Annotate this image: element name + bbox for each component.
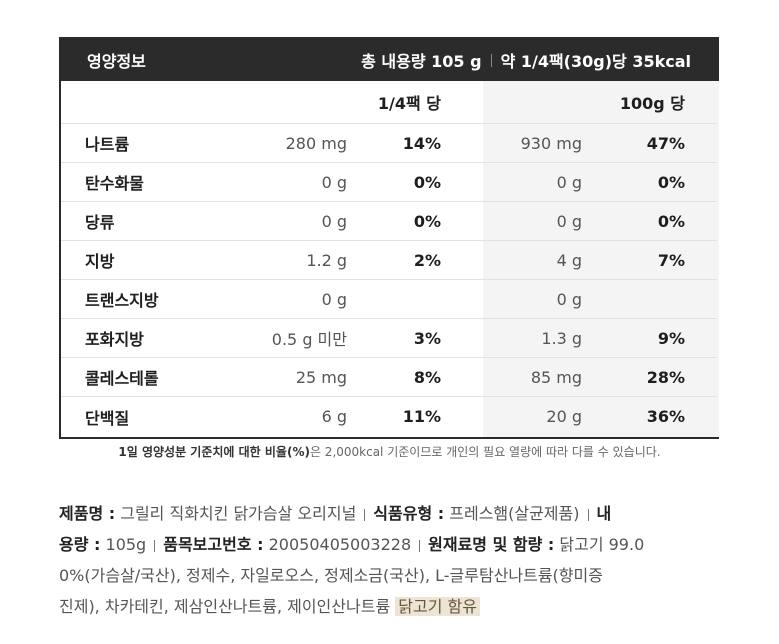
- ingredients-line-1: 닭고기 99.0: [559, 535, 645, 554]
- per100g-amount: 85 mg: [530, 367, 582, 387]
- separator: [154, 539, 156, 552]
- serving-amount: 280 mg: [285, 133, 347, 153]
- header-divider: [490, 53, 492, 67]
- ingredients-line-2: 0%(가슴살/국산), 정제수, 자일로오스, 정제소금(국산), L-글루탐산…: [59, 566, 603, 585]
- panel-header: 영양정보 총 내용량 105 g 약 1/4팩(30g)당 35kcal: [61, 39, 717, 81]
- per100g-amount: 0 g: [556, 211, 582, 231]
- per100g-percent: 47%: [646, 133, 685, 153]
- volume-label-a: 내: [596, 504, 612, 523]
- per100g-amount: 4 g: [556, 250, 582, 270]
- serving-percent: 8%: [413, 367, 441, 387]
- column-per-serving: 1/4팩 당: [377, 94, 441, 113]
- report-number-label: 품목보고번호 :: [163, 535, 264, 554]
- product-name-value: 그릴리 직화치킨 닭가슴살 오리지널: [120, 504, 357, 523]
- volume-label-b: 용량 :: [59, 535, 101, 554]
- serving-percent: 11%: [402, 407, 441, 426]
- ingredients-label: 원재료명 및 함량 :: [428, 535, 555, 554]
- table-row: 지방 1.2 g 2% 4 g 7%: [61, 241, 717, 280]
- per100g-amount: 1.3 g: [541, 328, 582, 348]
- product-name-label: 제품명 :: [59, 504, 116, 523]
- separator: [419, 539, 421, 552]
- nutrient-name: 트랜스지방: [85, 291, 159, 310]
- table-row: 당류 0 g 0% 0 g 0%: [61, 202, 717, 241]
- serving-percent: 14%: [402, 133, 441, 153]
- serving-amount: 0 g: [321, 211, 347, 231]
- per100g-percent: 0%: [657, 211, 685, 231]
- total-amount: 총 내용량 105 g: [361, 52, 482, 71]
- serving-percent: 0%: [413, 172, 441, 192]
- food-type-value: 프레스햄(살균제품): [449, 504, 580, 523]
- food-type-label: 식품유형 :: [373, 504, 445, 523]
- per100g-percent: 7%: [657, 250, 685, 270]
- serving-calories: 약 1/4팩(30g)당 35kcal: [500, 52, 691, 71]
- product-info: 제품명 : 그릴리 직화치킨 닭가슴살 오리지널 식품유형 : 프레스햄(살균제품…: [59, 498, 723, 622]
- serving-amount: 1.2 g: [306, 250, 347, 270]
- serving-amount: 0 g: [321, 172, 347, 192]
- table-row: 트랜스지방 0 g 0 g: [61, 280, 717, 319]
- per100g-amount: 930 mg: [520, 133, 582, 153]
- table-row: 탄수화물 0 g 0% 0 g 0%: [61, 163, 717, 202]
- nutrient-name: 탄수화물: [85, 174, 144, 193]
- footnote-rest: 은 2,000kcal 기준이므로 개인의 필요 열량에 따라 다를 수 있습니…: [309, 445, 661, 459]
- table-header-row: 1/4팩 당 100g 당: [61, 81, 717, 124]
- per100g-amount: 0 g: [556, 289, 582, 309]
- per100g-amount: 0 g: [556, 172, 582, 192]
- per100g-percent: 28%: [646, 367, 685, 387]
- serving-percent: 2%: [413, 250, 441, 270]
- nutrient-name: 포화지방: [85, 330, 144, 349]
- serving-amount: 6 g: [321, 407, 347, 426]
- serving-amount: 25 mg: [295, 367, 347, 387]
- per100g-percent: 0%: [657, 172, 685, 192]
- table-row: 콜레스테롤 25 mg 8% 85 mg 28%: [61, 358, 717, 397]
- nutrition-panel: 영양정보 총 내용량 105 g 약 1/4팩(30g)당 35kcal 1/4…: [59, 37, 719, 439]
- table-row: 나트륨 280 mg 14% 930 mg 47%: [61, 124, 717, 163]
- nutrient-name: 단백질: [85, 408, 130, 428]
- daily-value-footnote: 1일 영양성분 기준치에 대한 비율(%)은 2,000kcal 기준이므로 개…: [0, 443, 779, 460]
- column-per-100g: 100g 당: [619, 94, 685, 113]
- per100g-amount: 20 g: [546, 407, 582, 426]
- nutrient-name: 당류: [85, 213, 115, 232]
- ingredients-line-3: 진제), 차카테킨, 제삼인산나트륨, 제이인산나트륨: [59, 597, 391, 616]
- serving-percent: 3%: [413, 328, 441, 348]
- header-summary: 총 내용량 105 g 약 1/4팩(30g)당 35kcal: [361, 48, 691, 72]
- nutrient-name: 콜레스테롤: [85, 369, 159, 388]
- nutrient-name: 나트륨: [85, 135, 130, 154]
- table-row: 단백질 6 g 11% 20 g 36%: [61, 397, 717, 436]
- per-100g-column-shade: [483, 81, 719, 437]
- footnote-bold: 1일 영양성분 기준치에 대한 비율(%): [118, 445, 310, 459]
- nutrition-table: 1/4팩 당 100g 당 나트륨 280 mg 14% 930 mg 47% …: [61, 81, 717, 436]
- table-row: 포화지방 0.5 g 미만 3% 1.3 g 9%: [61, 319, 717, 358]
- separator: [364, 508, 366, 521]
- per100g-percent: 9%: [657, 328, 685, 348]
- volume-value: 105g: [105, 535, 147, 554]
- serving-percent: 0%: [413, 211, 441, 231]
- allergen-badge: 닭고기 함유: [395, 597, 480, 616]
- report-number-value: 20050405003228: [268, 535, 412, 554]
- per100g-percent: 36%: [646, 407, 685, 426]
- serving-amount: 0 g: [321, 289, 347, 309]
- separator: [587, 508, 589, 521]
- nutrient-name: 지방: [85, 252, 115, 271]
- panel-title: 영양정보: [87, 52, 146, 71]
- serving-amount: 0.5 g 미만: [271, 330, 347, 349]
